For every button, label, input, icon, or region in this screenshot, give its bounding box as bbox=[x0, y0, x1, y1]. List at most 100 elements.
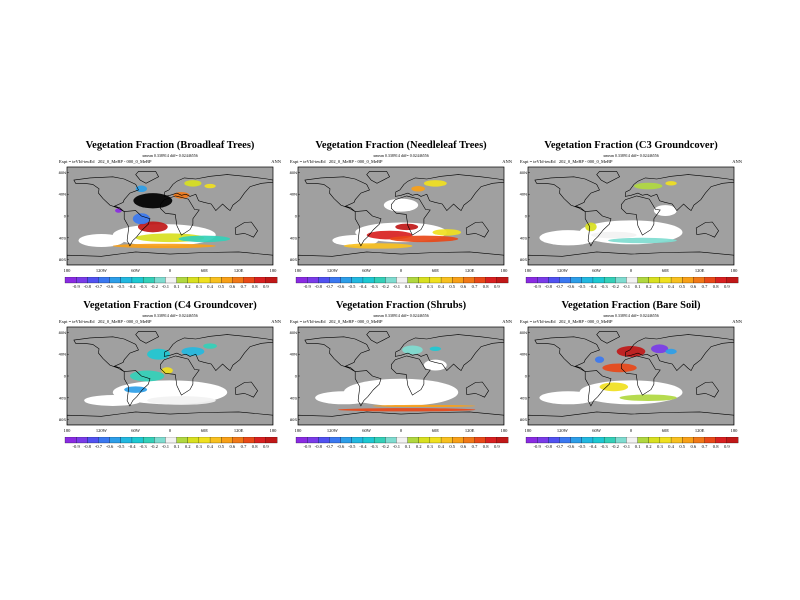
colorbar-tick-label: 0.8 bbox=[482, 444, 489, 449]
colorbar-swatch bbox=[659, 437, 672, 444]
colorbar-swatch bbox=[592, 437, 605, 444]
field-anomaly bbox=[602, 363, 637, 373]
colorbar-swatch bbox=[340, 437, 353, 444]
colorbar-swatch bbox=[120, 437, 133, 444]
colorbar-swatch bbox=[615, 277, 627, 284]
coastline-namerica bbox=[73, 176, 139, 212]
colorbar-tick-label: -0.5 bbox=[348, 284, 356, 289]
latitude-tick-label: 80S bbox=[520, 417, 527, 422]
colorbar-tick-label: -0.3 bbox=[370, 284, 378, 289]
colorbar-swatch bbox=[87, 437, 99, 444]
colorbar-tick-label: -0.1 bbox=[622, 284, 631, 289]
latitude-tick-label: 80N bbox=[520, 170, 527, 175]
colorbar-tick-label: -0.9 bbox=[533, 284, 541, 289]
chart-panel-5: Vegetation Fraction (Shrubs) xmean 0.338… bbox=[286, 300, 516, 480]
colorbar-tick-label: -0.5 bbox=[578, 284, 586, 289]
field-anomaly bbox=[590, 231, 637, 239]
colorbar-swatch bbox=[648, 277, 661, 284]
longitude-tick-label: 180 bbox=[730, 268, 738, 273]
field-anomaly bbox=[161, 367, 173, 374]
colorbar-swatch bbox=[396, 277, 408, 284]
longitude-tick-label: 0 bbox=[399, 428, 403, 433]
colorbar-tick-label: -0.6 bbox=[105, 444, 114, 449]
coastline-africa bbox=[621, 195, 661, 236]
field-anomaly bbox=[204, 183, 216, 189]
colorbar-tick-label: 0.8 bbox=[251, 444, 258, 449]
field-anomaly bbox=[389, 235, 459, 243]
longitude-tick-label: 60W bbox=[362, 268, 372, 273]
colorbar-swatch bbox=[64, 277, 77, 284]
coastline-antarctica bbox=[67, 411, 273, 425]
coastline-greenland bbox=[596, 171, 621, 184]
colorbar-swatch bbox=[329, 277, 341, 284]
colorbar-swatch bbox=[318, 277, 330, 284]
colorbar-swatch bbox=[659, 277, 672, 284]
coastline-samerica bbox=[354, 370, 382, 407]
colorbar-swatch bbox=[142, 277, 155, 284]
coastline-australia bbox=[465, 221, 489, 238]
colorbar-swatch bbox=[351, 277, 364, 284]
field-anomaly bbox=[429, 346, 442, 351]
colorbar-tick-label: -0.2 bbox=[611, 284, 619, 289]
longitude-tick-label: 60W bbox=[592, 268, 602, 273]
colorbar-tick-label: 0.2 bbox=[645, 444, 652, 449]
colorbar-swatch bbox=[615, 437, 627, 444]
zero-zone bbox=[315, 391, 373, 405]
colorbar-tick-label: -0.1 bbox=[392, 444, 401, 449]
longitude-tick-labels: 180 120W 60W 0 60E 120E 180 bbox=[516, 268, 746, 276]
colorbar-tick-label: 0.6 bbox=[460, 444, 467, 449]
longitude-tick-label: 180 bbox=[63, 268, 71, 273]
colorbar-tick-label: -0.4 bbox=[359, 444, 367, 449]
colorbar bbox=[525, 437, 739, 444]
colorbar-tick-label: -0.2 bbox=[150, 444, 158, 449]
longitude-tick-label: 120W bbox=[95, 428, 107, 433]
longitude-tick-labels: 180 120W 60W 0 60E 120E 180 bbox=[286, 428, 516, 436]
colorbar-tick-label: 0.3 bbox=[427, 444, 433, 449]
map-field bbox=[528, 327, 734, 425]
colorbar-swatch bbox=[537, 437, 549, 444]
coastline-greenland bbox=[366, 331, 391, 344]
colorbar bbox=[64, 437, 278, 444]
colorbar-tick-label: 0.4 bbox=[438, 284, 444, 289]
longitude-tick-label: 60W bbox=[592, 428, 602, 433]
coastline-namerica bbox=[304, 176, 370, 212]
colorbar-tick-label: -0.8 bbox=[544, 284, 552, 289]
chart-title: Vegetation Fraction (Shrubs) bbox=[335, 300, 467, 311]
chart-title: Vegetation Fraction (C4 Groundcover) bbox=[83, 300, 257, 311]
chart-expt-label: Expt = teVId-teuEd 202_0_MeBP - 000_0_Me… bbox=[520, 319, 613, 324]
coastline-africa bbox=[160, 195, 200, 236]
coastline-samerica bbox=[354, 210, 382, 247]
chart-expt-label: Expt = teVId-teuEd 202_0_MeBP - 000_0_Me… bbox=[290, 319, 383, 324]
colorbar-swatch bbox=[704, 277, 717, 284]
latitude-tick-label: 40S bbox=[290, 395, 297, 400]
colorbar-swatch bbox=[637, 437, 650, 444]
colorbar-swatch bbox=[581, 277, 594, 284]
longitude-tick-label: 120W bbox=[326, 268, 338, 273]
latitude-tick-label: 80S bbox=[290, 417, 297, 422]
colorbar-swatch bbox=[407, 277, 420, 284]
colorbar-tick-label: 0.6 bbox=[690, 444, 697, 449]
colorbar-swatch bbox=[559, 437, 571, 444]
colorbar-swatch bbox=[187, 277, 200, 284]
longitude-tick-label: 0 bbox=[629, 268, 633, 273]
field-anomaly bbox=[184, 180, 202, 187]
field-anomaly bbox=[129, 370, 165, 382]
chart-subtitle: xmean 0.338914 diff= 0.02446556 bbox=[373, 313, 429, 318]
field-anomaly bbox=[112, 243, 216, 249]
chart-subtitle: xmean 0.338914 diff= 0.02446556 bbox=[142, 153, 198, 158]
colorbar bbox=[525, 277, 739, 284]
colorbar-swatch bbox=[592, 277, 605, 284]
colorbar-swatch bbox=[351, 437, 364, 444]
colorbar bbox=[64, 277, 278, 284]
colorbar-tick-label: 0.1 bbox=[634, 284, 641, 289]
colorbar-swatch bbox=[385, 277, 397, 284]
colorbar-tick-label: 0.7 bbox=[471, 444, 478, 449]
colorbar-swatch bbox=[98, 437, 110, 444]
colorbar-swatch bbox=[243, 437, 256, 444]
longitude-tick-label: 60W bbox=[131, 268, 141, 273]
coastline-samerica bbox=[584, 370, 612, 407]
longitude-tick-labels: 180 120W 60W 0 60E 120E 180 bbox=[55, 268, 285, 276]
colorbar-tick-label: -0.4 bbox=[589, 444, 597, 449]
latitude-tick-label: 80S bbox=[290, 257, 297, 262]
coastline-eurasia bbox=[163, 174, 273, 212]
